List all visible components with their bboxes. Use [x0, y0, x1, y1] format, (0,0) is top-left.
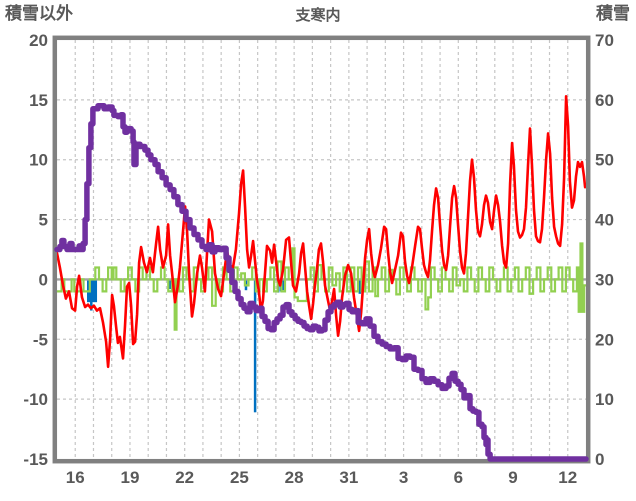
right-axis-tick-label: 10: [595, 390, 614, 409]
x-axis-tick-label: 19: [121, 468, 140, 487]
x-axis-tick-label: 25: [230, 468, 249, 487]
right-axis-tick-label: 30: [595, 270, 614, 289]
x-axis-tick-label: 3: [399, 468, 408, 487]
left-axis-tick-label: 10: [29, 151, 48, 170]
x-axis-tick-label: 9: [508, 468, 517, 487]
left-axis-tick-label: 0: [39, 270, 48, 289]
blue-bar: [358, 279, 362, 294]
blue-bar: [168, 279, 172, 290]
x-axis-tick-label: 6: [454, 468, 463, 487]
left-axis-tick-label: 15: [29, 91, 48, 110]
red-line: [55, 95, 587, 369]
blue-bar: [90, 279, 93, 311]
right-axis-tick-label: 60: [595, 91, 614, 110]
left-axis-tick-label: 5: [39, 211, 48, 230]
purple-step-line: [54, 103, 589, 462]
green-step-line: [57, 242, 586, 331]
right-axis-tick-label: 50: [595, 151, 614, 170]
x-axis-tick-label: 12: [558, 468, 577, 487]
left-axis-title: 積雪以外: [5, 4, 73, 23]
left-axis-tick-label: -10: [23, 390, 48, 409]
x-axis-tick-label: 22: [175, 468, 194, 487]
left-axis-tick-label: -5: [33, 330, 48, 349]
x-axis-tick-label: 31: [339, 468, 358, 487]
x-axis-tick-label: 28: [285, 468, 304, 487]
right-axis-tick-label: 20: [595, 330, 614, 349]
chart-title: 支寒内: [295, 7, 341, 24]
left-axis-tick-label: -15: [23, 450, 48, 469]
left-axis-tick-label: 20: [29, 31, 48, 50]
x-axis-tick-label: 16: [66, 468, 85, 487]
right-axis-tick-label: 40: [595, 211, 614, 230]
right-axis-tick-label: 70: [595, 31, 614, 50]
right-axis-tick-label: 0: [595, 450, 604, 469]
right-axis-title: 積雪: [596, 4, 630, 23]
blue-bar: [282, 279, 285, 291]
blue-bar: [253, 279, 257, 413]
